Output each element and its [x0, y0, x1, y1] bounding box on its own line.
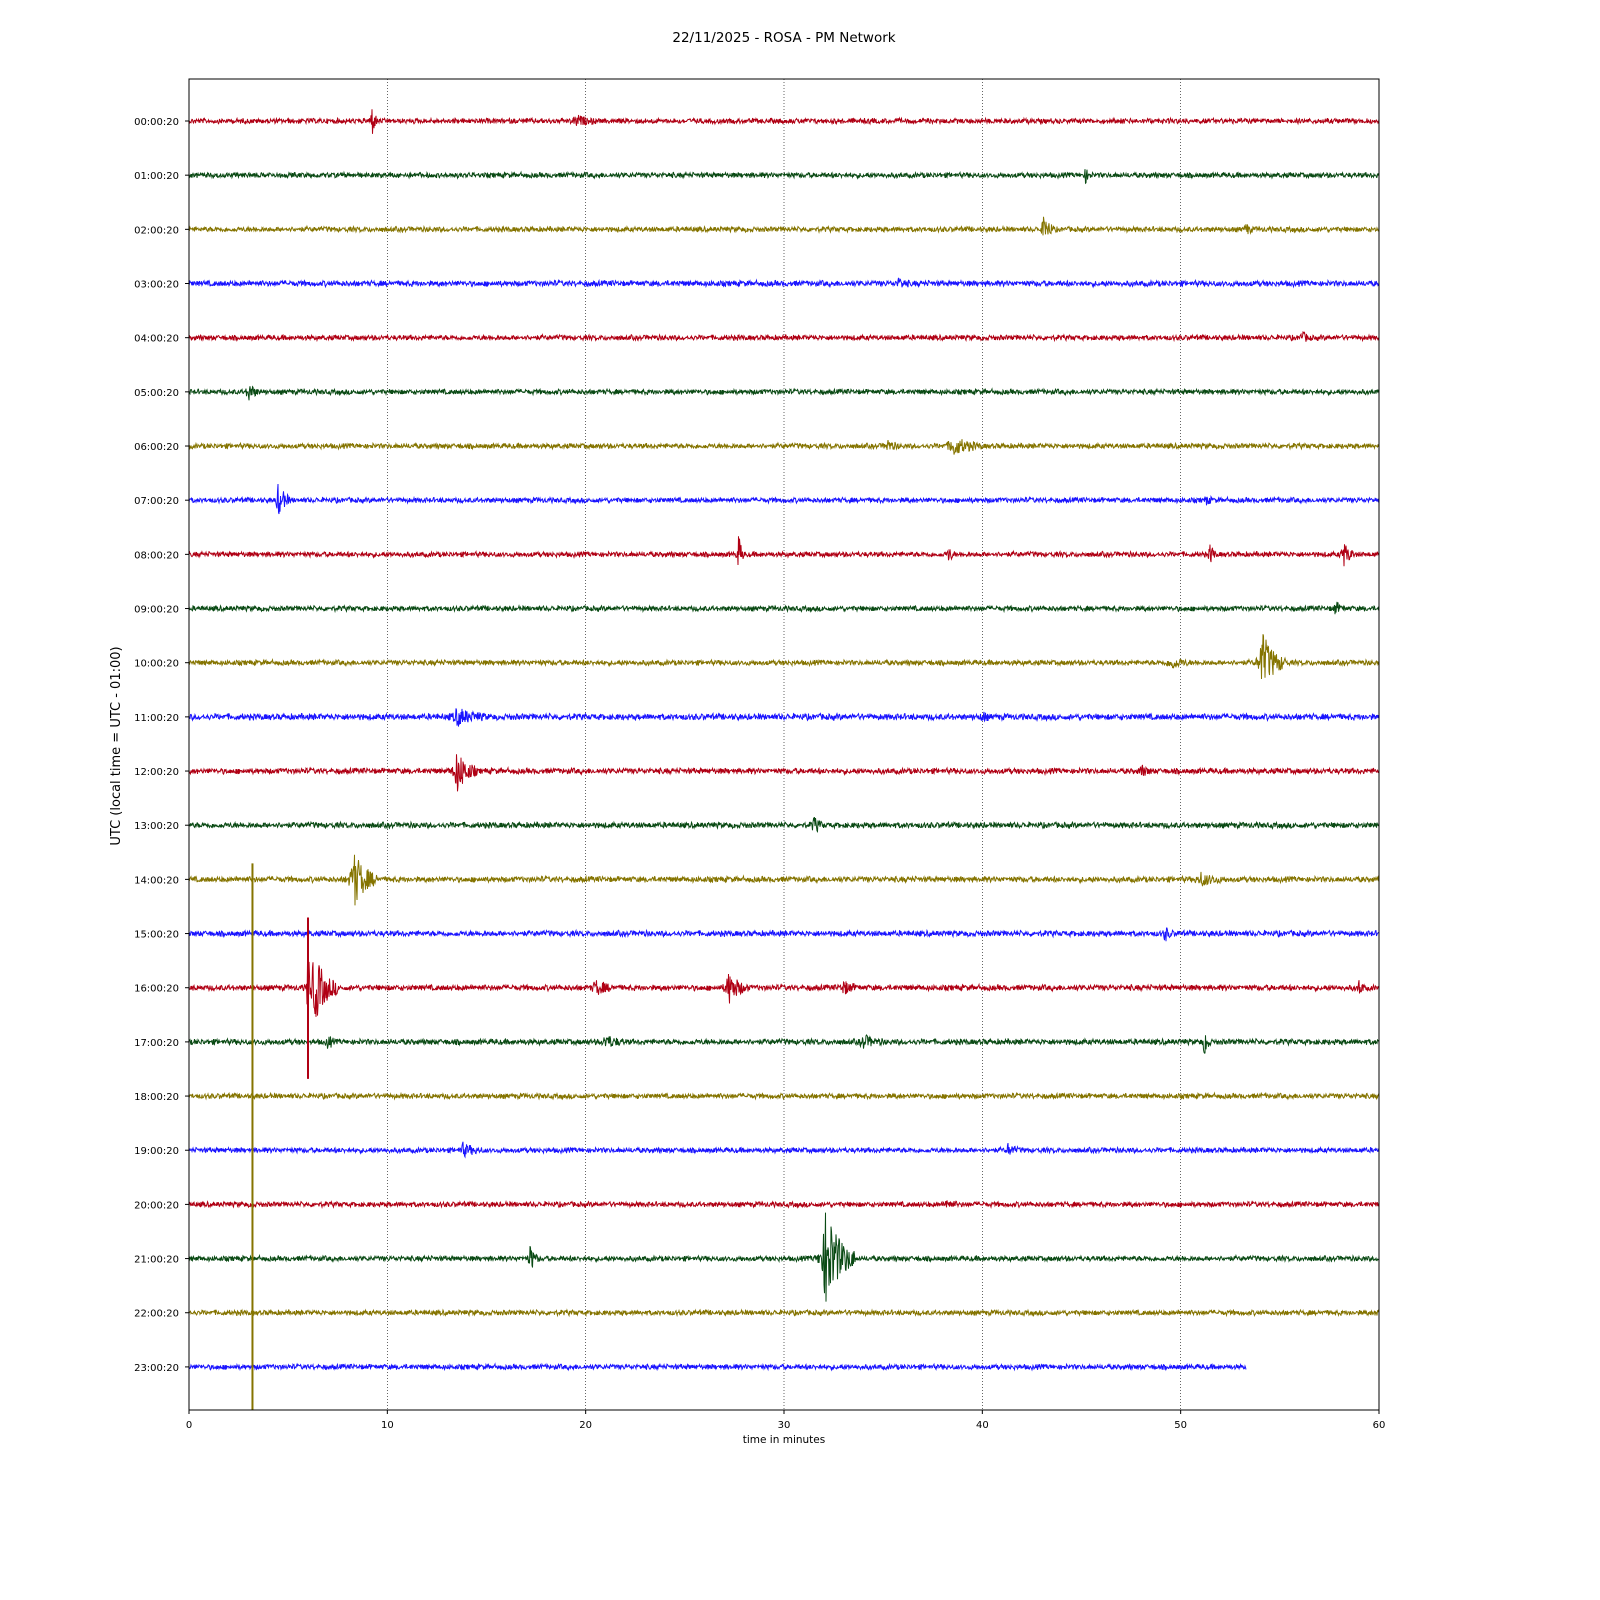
trace-12-00-20	[188, 754, 1380, 792]
grid-lines	[387, 79, 1181, 1410]
row-label-03-00-20: 03:00:20	[134, 280, 179, 291]
chart-title: 22/11/2025 - ROSA - PM Network	[672, 30, 895, 46]
row-label-23-00-20: 23:00:20	[134, 1363, 179, 1374]
trace-09-00-20	[188, 601, 1380, 615]
trace-21-00-20	[188, 1212, 1380, 1302]
row-label-16-00-20: 16:00:20	[134, 984, 179, 995]
trace-06-00-20	[188, 439, 1380, 455]
trace-07-00-20	[188, 484, 1380, 515]
trace-14-00-20	[188, 854, 1380, 906]
x-tick-label-50: 50	[1174, 1420, 1187, 1431]
x-axis-label: time in minutes	[743, 1434, 825, 1446]
row-label-02-00-20: 02:00:20	[134, 225, 179, 236]
x-tick-label-30: 30	[778, 1420, 791, 1431]
row-label-08-00-20: 08:00:20	[134, 550, 179, 561]
row-label-17-00-20: 17:00:20	[134, 1038, 179, 1049]
row-label-12-00-20: 12:00:20	[134, 767, 179, 778]
trace-10-00-20	[188, 634, 1380, 680]
trace-11-00-20	[188, 708, 1380, 727]
row-label-11-00-20: 11:00:20	[134, 713, 179, 724]
row-label-15-00-20: 15:00:20	[134, 930, 179, 941]
trace-18-00-20	[188, 1091, 1380, 1101]
y-axis-label: UTC (local time = UTC - 01:00)	[109, 646, 124, 845]
row-label-22-00-20: 22:00:20	[134, 1309, 179, 1320]
spike-group	[251, 863, 309, 1410]
trace-02-00-20	[188, 216, 1380, 236]
trace-17-00-20	[188, 1034, 1380, 1054]
x-tick-label-40: 40	[976, 1420, 989, 1431]
trace-13-00-20	[188, 816, 1380, 833]
row-label-21-00-20: 21:00:20	[134, 1255, 179, 1266]
trace-03-00-20	[188, 277, 1380, 289]
trace-23-00-20	[188, 1362, 1247, 1372]
trace-08-00-20	[188, 536, 1380, 567]
trace-16-00-20	[188, 961, 1380, 1065]
x-tick-label-0: 0	[186, 1420, 192, 1431]
x-axis-ticks: 0 10 20 30 40 50 60	[186, 1410, 1386, 1431]
row-label-01-00-20: 01:00:20	[134, 171, 179, 182]
trace-05-00-20	[188, 385, 1380, 401]
row-label-19-00-20: 19:00:20	[134, 1146, 179, 1157]
x-tick-label-20: 20	[579, 1420, 592, 1431]
row-label-05-00-20: 05:00:20	[134, 388, 179, 399]
row-label-00-00-20: 00:00:20	[134, 117, 179, 128]
x-tick-label-10: 10	[381, 1420, 394, 1431]
trace-20-00-20	[188, 1199, 1380, 1210]
row-label-13-00-20: 13:00:20	[134, 821, 179, 832]
trace-04-00-20	[188, 331, 1380, 343]
row-label-09-00-20: 09:00:20	[134, 605, 179, 616]
trace-15-00-20	[188, 927, 1380, 942]
trace-00-00-20	[188, 109, 1380, 134]
row-label-14-00-20: 14:00:20	[134, 875, 179, 886]
row-label-10-00-20: 10:00:20	[134, 659, 179, 670]
row-label-06-00-20: 06:00:20	[134, 442, 179, 453]
row-label-07-00-20: 07:00:20	[134, 496, 179, 507]
trace-group	[188, 109, 1380, 1372]
trace-19-00-20	[188, 1141, 1380, 1159]
row-labels: 00:00:20 01:00:20 02:00:20 03:00:20 04:00:20…	[134, 117, 189, 1374]
row-label-18-00-20: 18:00:20	[134, 1092, 179, 1103]
trace-22-00-20	[188, 1308, 1380, 1318]
trace-01-00-20	[188, 169, 1380, 185]
x-tick-label-60: 60	[1373, 1420, 1386, 1431]
row-label-20-00-20: 20:00:20	[134, 1200, 179, 1211]
row-label-04-00-20: 04:00:20	[134, 334, 179, 345]
